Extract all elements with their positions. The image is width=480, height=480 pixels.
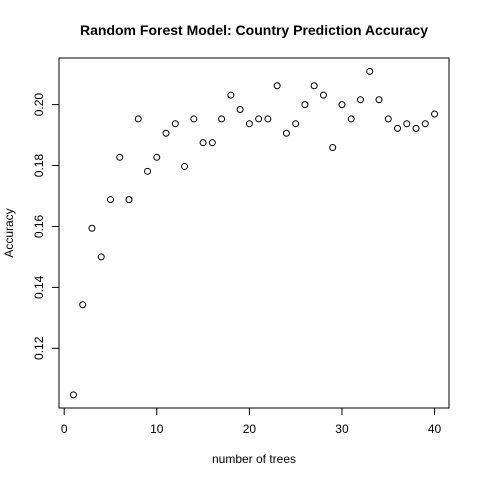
- data-point: [144, 167, 152, 175]
- data-point: [347, 115, 355, 123]
- data-point: [412, 124, 420, 132]
- data-point: [236, 105, 244, 113]
- data-point: [69, 391, 77, 399]
- y-axis-label: Accuracy: [2, 208, 16, 257]
- data-point: [375, 96, 383, 104]
- data-point: [125, 196, 133, 204]
- x-axis: 0 10 20 30 40: [61, 407, 442, 436]
- y-tick-label: 0.12: [32, 336, 46, 360]
- data-point: [181, 162, 189, 170]
- plot-frame: [58, 57, 450, 409]
- data-point: [273, 82, 281, 90]
- data-point: [208, 139, 216, 147]
- x-axis-label: number of trees: [212, 452, 296, 466]
- data-point: [88, 224, 96, 232]
- data-point: [134, 115, 142, 123]
- data-point: [106, 196, 114, 204]
- data-points: [69, 67, 439, 399]
- data-point: [264, 115, 272, 123]
- data-point: [162, 129, 170, 137]
- x-tick-label: 40: [428, 422, 442, 436]
- x-tick-label: 30: [335, 422, 349, 436]
- chart-title: Random Forest Model: Country Prediction …: [80, 22, 428, 38]
- data-point: [79, 301, 87, 309]
- data-point: [199, 139, 207, 147]
- y-tick-label: 0.14: [32, 275, 46, 299]
- x-tick-label: 0: [61, 422, 68, 436]
- data-point: [366, 67, 374, 75]
- data-point: [116, 153, 124, 161]
- data-point: [245, 120, 253, 128]
- data-point: [227, 91, 235, 99]
- data-point: [431, 110, 439, 118]
- data-point: [394, 124, 402, 132]
- data-point: [356, 96, 364, 104]
- data-point: [292, 120, 300, 128]
- data-point: [190, 115, 198, 123]
- x-tick-label: 20: [243, 422, 257, 436]
- data-point: [218, 115, 226, 123]
- data-point: [255, 115, 263, 123]
- x-tick-label: 10: [150, 422, 164, 436]
- data-point: [282, 129, 290, 137]
- data-point: [384, 115, 392, 123]
- data-point: [310, 82, 318, 90]
- y-tick-label: 0.18: [32, 154, 46, 178]
- data-point: [153, 153, 161, 161]
- data-point: [97, 253, 105, 261]
- data-point: [403, 120, 411, 128]
- data-point: [329, 144, 337, 152]
- y-axis: 0.12 0.14 0.16 0.18 0.20: [32, 93, 60, 360]
- data-point: [421, 120, 429, 128]
- data-point: [301, 101, 309, 109]
- data-point: [319, 91, 327, 99]
- data-point: [338, 101, 346, 109]
- y-tick-label: 0.16: [32, 214, 46, 238]
- data-point: [171, 120, 179, 128]
- y-tick-label: 0.20: [32, 93, 46, 117]
